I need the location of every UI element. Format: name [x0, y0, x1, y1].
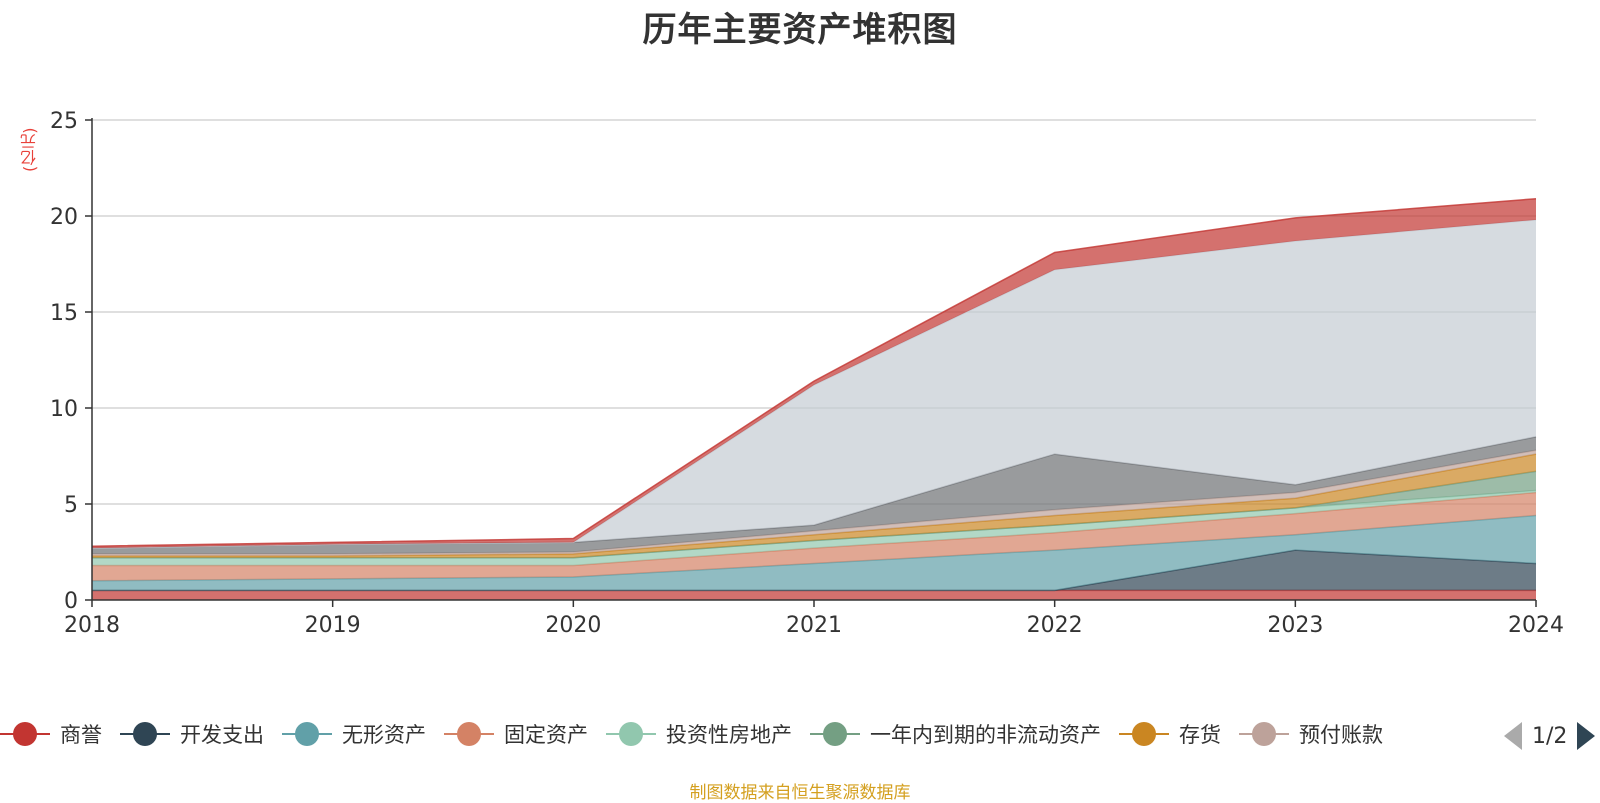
stacked-area-chart: 0 5 10 15 20 25 2018 2019 2020 2021 2022 2023 2024 — [50, 109, 1564, 638]
legend-pager: 1/2 — [1500, 716, 1600, 756]
area-固定资产 — [92, 492, 1536, 581]
area-series-9 — [92, 219, 1536, 549]
area-开发支出 — [92, 550, 1536, 591]
x-tick-label: 2020 — [545, 613, 601, 638]
legend-label: 预付账款 — [1299, 723, 1383, 747]
legend-label: 一年内到期的非流动资产 — [870, 723, 1101, 747]
legend-marker-icon — [282, 722, 332, 746]
x-tick-label: 2023 — [1267, 613, 1323, 638]
area-series — [91, 197, 1537, 600]
legend-item[interactable]: 无形资产 — [282, 714, 426, 754]
legend-label: 无形资产 — [342, 723, 426, 747]
x-tick-label: 2024 — [1508, 613, 1564, 638]
area-商誉 — [92, 590, 1536, 600]
legend-item[interactable]: 商誉 — [0, 714, 102, 754]
legend-item[interactable]: 存货 — [1119, 714, 1221, 754]
chart-title: 历年主要资产堆积图 — [642, 10, 958, 50]
legend-marker-icon — [606, 722, 656, 746]
x-tick-label: 2019 — [305, 613, 361, 638]
axes: 0 5 10 15 20 25 2018 2019 2020 2021 2022 2023 2024 — [50, 109, 1564, 638]
legend-item[interactable]: 投资性房地产 — [606, 714, 792, 754]
triangle-left-icon[interactable] — [1504, 722, 1522, 750]
legend-marker-icon — [810, 722, 860, 746]
legend-marker-icon — [1239, 722, 1289, 746]
y-tick-label: 0 — [64, 589, 78, 614]
legend-label: 开发支出 — [180, 723, 264, 747]
data-source-note: 制图数据来自恒生聚源数据库 — [689, 783, 911, 803]
y-tick-label: 20 — [50, 205, 78, 230]
y-tick-label: 25 — [50, 109, 78, 134]
legend-label: 存货 — [1179, 723, 1221, 747]
y-tick-label: 10 — [50, 397, 78, 422]
x-tick-label: 2022 — [1027, 613, 1083, 638]
x-tick-label: 2018 — [64, 613, 120, 638]
legend-label: 商誉 — [60, 723, 102, 747]
y-tick-label: 5 — [64, 493, 78, 518]
legend-item[interactable]: 一年内到期的非流动资产 — [810, 714, 1101, 754]
y-tick-label: 15 — [50, 301, 78, 326]
area-存货 — [92, 454, 1536, 558]
legend-marker-icon — [0, 722, 50, 746]
legend-page-indicator: 1/2 — [1532, 723, 1568, 749]
area-无形资产 — [92, 515, 1536, 591]
legend-label: 固定资产 — [504, 723, 588, 747]
legend-label: 投资性房地产 — [666, 723, 792, 747]
legend-marker-icon — [444, 722, 494, 746]
legend: 商誉 开发支出 无形资产 固定资产 投资性房地产 一年内到期的非流动资产 存货 预付账款 — [0, 714, 1480, 754]
x-tick-label: 2021 — [786, 613, 842, 638]
legend-marker-icon — [120, 722, 170, 746]
legend-marker-icon — [1119, 722, 1169, 746]
legend-item[interactable]: 预付账款 — [1239, 714, 1383, 754]
legend-item[interactable]: 固定资产 — [444, 714, 588, 754]
area-series-8 — [92, 436, 1536, 554]
triangle-right-icon[interactable] — [1577, 722, 1596, 750]
area-series-10-line — [91, 197, 1537, 547]
legend-item[interactable]: 开发支出 — [120, 714, 264, 754]
